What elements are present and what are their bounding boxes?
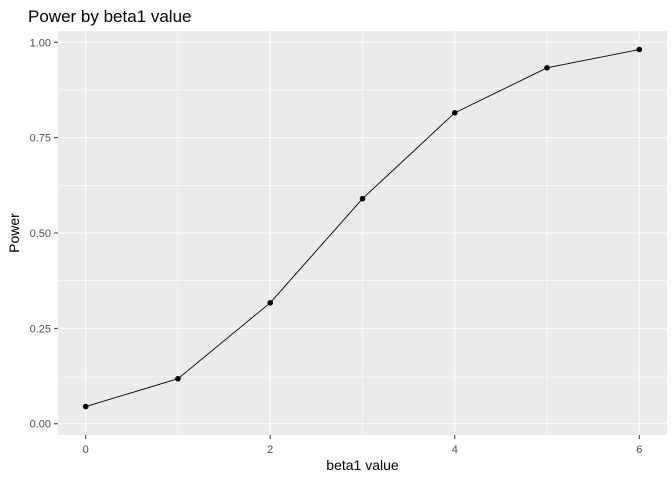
y-tick-label: 0.75	[30, 133, 51, 145]
x-axis-title: beta1 value	[326, 457, 399, 473]
y-tick-label: 0.50	[30, 228, 51, 240]
y-axis-title: Power	[6, 213, 22, 253]
data-point	[636, 46, 643, 53]
data-point	[359, 195, 366, 202]
data-point	[544, 65, 550, 71]
data-point	[267, 300, 274, 306]
y-tick-label: 1.00	[30, 37, 51, 49]
axis-tick-labels: 0 2 4 6 0.00 0.25 0.50 0.75 1.00	[30, 37, 643, 456]
major-gridlines	[58, 31, 667, 435]
data-point	[451, 110, 458, 116]
x-tick-label: 6	[636, 444, 642, 456]
x-tick-label: 4	[452, 444, 458, 456]
data-point	[175, 375, 181, 382]
x-tick-label: 2	[267, 444, 273, 456]
y-tick-label: 0.25	[30, 323, 51, 335]
series-layer	[82, 46, 643, 410]
axis-ticks	[54, 41, 640, 439]
data-point	[82, 403, 89, 410]
y-tick-label: 0.00	[30, 419, 51, 431]
x-tick-label: 0	[83, 444, 89, 456]
chart-title: Power by beta1 value	[28, 7, 192, 26]
